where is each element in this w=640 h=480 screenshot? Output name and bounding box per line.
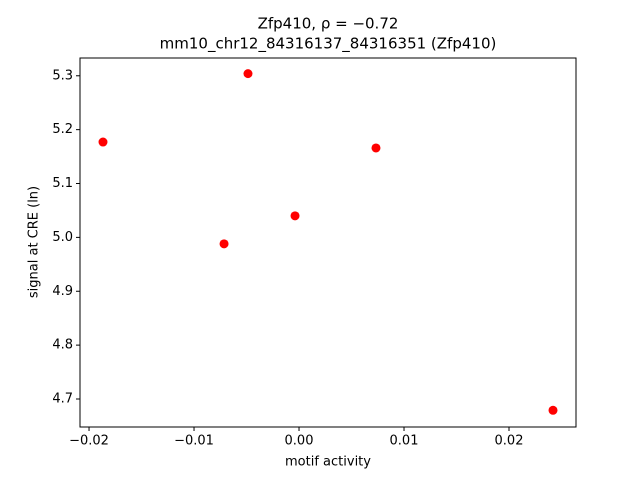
y-tick-label: 5.0 [52, 230, 73, 245]
y-axis-label: signal at CRE (ln) [27, 186, 42, 298]
x-tick-label: 0.01 [390, 434, 419, 449]
x-tick-label: 0.00 [285, 434, 314, 449]
y-tick-label: 4.9 [52, 284, 73, 299]
point [290, 211, 300, 221]
y-tick-label: 4.7 [52, 391, 73, 406]
x-tick-label: −0.02 [69, 434, 109, 449]
y-tick-label: 5.1 [52, 176, 73, 191]
x-tick-label: 0.02 [495, 434, 524, 449]
point [98, 137, 108, 147]
point [219, 239, 229, 249]
y-tick-label: 4.8 [52, 338, 73, 353]
chart-title: Zfp410, ρ = −0.72 [258, 15, 399, 33]
point [243, 69, 253, 79]
x-tick-label: −0.01 [174, 434, 214, 449]
point [371, 143, 381, 153]
x-axis-label: motif activity [285, 455, 371, 470]
point [548, 405, 558, 415]
chart-subtitle: mm10_chr12_84316137_84316351 (Zfp410) [160, 35, 497, 54]
plot-frame [79, 57, 577, 428]
y-tick-label: 5.3 [52, 68, 73, 83]
y-tick-label: 5.2 [52, 122, 73, 137]
